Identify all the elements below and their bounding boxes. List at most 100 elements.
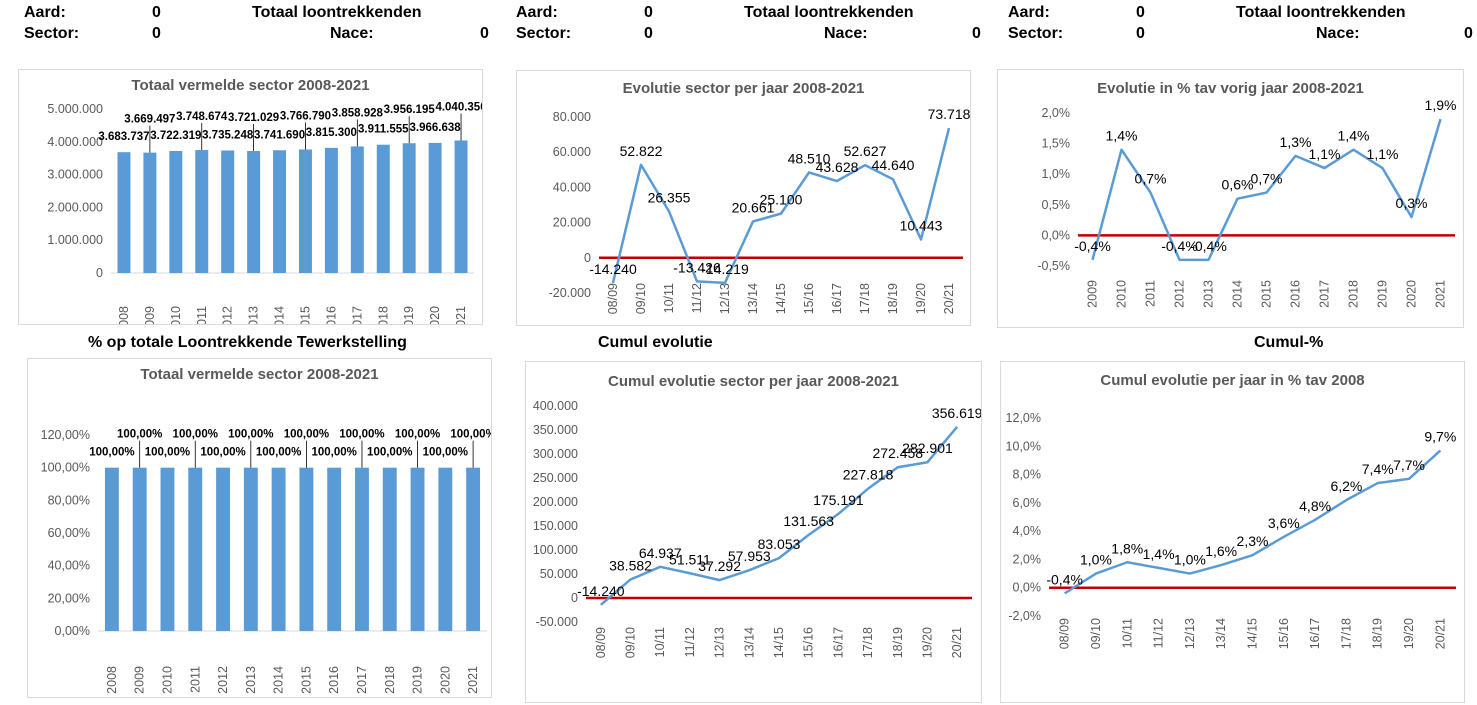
x-tick-label: 2015: [1260, 280, 1274, 308]
section-title-cumul: Cumul evolutie: [598, 334, 713, 351]
data-label: 100,00%: [145, 447, 190, 459]
header-title: Totaal loontrekkenden: [744, 4, 914, 21]
x-tick-label: 2019: [411, 666, 425, 694]
data-label: 100,00%: [117, 429, 162, 441]
data-label: 3.766.790: [280, 110, 331, 122]
bar: [143, 152, 157, 273]
x-tick-label: 19/20: [914, 283, 928, 314]
y-tick-label: -20.000: [549, 286, 591, 300]
x-tick-label: 09/10: [624, 627, 638, 658]
data-label: 100,00%: [256, 447, 301, 459]
bar: [299, 467, 314, 631]
data-label: 73.718: [928, 106, 970, 122]
y-tick-label: -0,5%: [1037, 259, 1070, 273]
data-label: 83.053: [758, 536, 801, 552]
x-tick-label: 2012: [221, 306, 235, 324]
bar: [195, 150, 209, 273]
x-tick-label: 2018: [1347, 280, 1361, 308]
data-label: 3.858.928: [332, 107, 384, 119]
y-tick-label: 80,00%: [48, 493, 90, 507]
data-label: 3.721.029: [228, 112, 279, 124]
x-tick-label: 2013: [247, 306, 261, 324]
y-tick-label: 20,00%: [48, 591, 90, 605]
data-label: 1,1%: [1367, 146, 1399, 162]
data-label: -14.240: [577, 583, 625, 599]
data-label: 25.100: [760, 192, 803, 208]
aard-value: 0: [644, 4, 653, 21]
data-label: -0,4%: [1074, 238, 1111, 254]
data-label: 1,4%: [1106, 128, 1138, 144]
x-tick-label: 12/13: [718, 283, 732, 314]
y-tick-label: 350.000: [533, 423, 578, 437]
x-tick-label: 2016: [1289, 280, 1303, 308]
x-tick-label: 2013: [244, 666, 258, 694]
sector-value: 0: [644, 25, 653, 42]
data-label: 10.443: [900, 217, 943, 233]
data-label: 44.640: [872, 157, 915, 173]
x-tick-label: 14/15: [1246, 618, 1260, 649]
aard-label: Aard:: [516, 4, 558, 21]
y-tick-label: 4.000.000: [47, 135, 103, 149]
aard-value: 0: [152, 4, 161, 21]
y-tick-label: 60.000: [553, 145, 591, 159]
y-tick-label: 2.000.000: [47, 200, 103, 214]
sector-label: Sector:: [1008, 25, 1064, 42]
data-label: -13.426: [673, 259, 721, 275]
aard-value: 0: [1136, 4, 1145, 21]
x-tick-label: 2018: [376, 306, 390, 324]
data-label: 6,2%: [1330, 478, 1362, 494]
data-label: 38.582: [609, 557, 652, 573]
y-tick-label: 0: [96, 266, 103, 280]
data-label: 100,00%: [339, 429, 384, 441]
data-label: 51.511: [669, 551, 711, 567]
x-tick-label: 16/17: [1308, 618, 1322, 649]
data-label: -0,4%: [1190, 238, 1227, 254]
data-label: 1,6%: [1205, 543, 1237, 559]
x-tick-label: 14/15: [772, 627, 786, 658]
y-tick-label: 4,0%: [1013, 524, 1042, 538]
sector-value: 0: [152, 25, 161, 42]
data-label: 1,3%: [1280, 134, 1312, 150]
y-tick-label: 0,0%: [1013, 581, 1042, 595]
data-label: 3.741.690: [254, 129, 305, 141]
data-label: 1,8%: [1111, 540, 1143, 556]
data-label: 4.040.356: [435, 101, 482, 113]
sector-value: 0: [1136, 25, 1145, 42]
data-label: 227.818: [843, 467, 894, 483]
y-tick-label: 100,00%: [41, 461, 90, 475]
data-label: 48.510: [788, 150, 831, 166]
header-title: Totaal loontrekkenden: [1236, 4, 1406, 21]
data-label: 26.355: [648, 189, 691, 205]
bar: [428, 142, 442, 273]
data-label: 0,6%: [1222, 177, 1254, 193]
x-tick-label: 2012: [216, 666, 230, 694]
y-tick-label: 60,00%: [48, 526, 90, 540]
y-tick-label: 40,00%: [48, 559, 90, 573]
data-label: 3.815.300: [306, 127, 357, 139]
data-label: 282.901: [902, 440, 953, 456]
data-label: 2,3%: [1237, 533, 1269, 549]
x-tick-label: 20/21: [1433, 618, 1447, 649]
x-tick-label: 2017: [350, 306, 364, 324]
x-tick-label: 2019: [1376, 280, 1390, 308]
x-tick-label: 13/14: [742, 627, 756, 658]
y-tick-label: 0: [571, 591, 578, 605]
x-tick-label: 2017: [1318, 280, 1332, 308]
data-label: -0,4%: [1161, 238, 1198, 254]
data-label: 1,0%: [1174, 552, 1206, 568]
bar: [271, 467, 286, 631]
bar: [466, 467, 481, 631]
x-tick-label: 17/18: [1339, 618, 1353, 649]
sector-label: Sector:: [516, 25, 572, 42]
bar: [376, 144, 390, 273]
chart-evolution-pct: Evolutie in % tav vorig jaar 2008-2021 -0…: [1037, 80, 1456, 308]
y-tick-label: 5.000.000: [47, 102, 103, 116]
chart-panel-total-sector: Totaal vermelde sector 2008-2021 0 1.000.0…: [18, 69, 483, 325]
x-tick-label: 2015: [298, 306, 312, 324]
y-tick-label: 120,00%: [41, 428, 90, 442]
x-tick-label: 15/16: [1277, 618, 1291, 649]
y-tick-label: 2,0%: [1013, 552, 1042, 566]
chart-evolution-per-year: Evolutie sector per jaar 2008-2021 -20.00…: [549, 80, 970, 314]
series-line: [1091, 118, 1442, 262]
x-tick-label: 10/11: [1120, 618, 1134, 648]
